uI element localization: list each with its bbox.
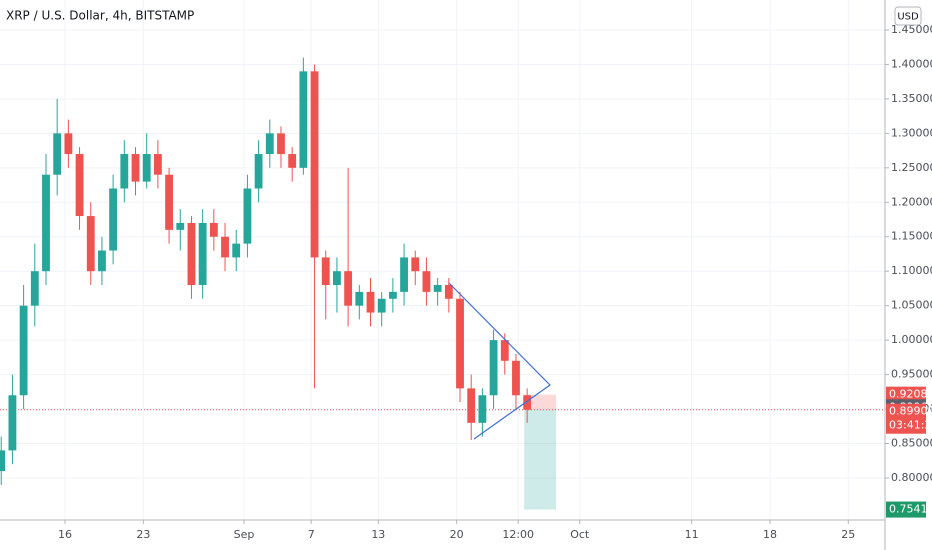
candle-body <box>388 291 397 299</box>
candle-body <box>321 257 330 285</box>
candle-body <box>19 305 28 396</box>
triangle-drawing <box>448 282 551 440</box>
price-tag-label: 0.92086 <box>889 388 932 401</box>
candle-body <box>288 154 297 168</box>
currency: USD <box>897 12 919 23</box>
candle-body <box>411 257 420 272</box>
x-tick-label: 12:00 <box>502 528 534 541</box>
candle-body <box>377 298 386 313</box>
x-tick-label: 7 <box>308 528 315 541</box>
candle-body <box>187 222 196 285</box>
candle-body <box>198 222 207 285</box>
candle-body <box>333 271 341 285</box>
candle-body <box>176 222 185 230</box>
price-tag-label: 0.89900 <box>889 405 932 418</box>
price-tag-label: 0.75414 <box>889 503 932 516</box>
candle-body <box>422 271 431 292</box>
x-tick-label: 23 <box>136 528 150 541</box>
candle-body <box>209 222 218 237</box>
y-tick-label: 0.85000 <box>891 436 932 449</box>
y-tick-label: 1.30000 <box>891 126 932 139</box>
stop-zone <box>524 394 557 410</box>
candle-body <box>299 71 308 168</box>
y-tick-label: 1.05000 <box>891 299 932 312</box>
chart-title: XRP / U.S. Dollar, 4h, BITSTAMP <box>6 9 194 23</box>
y-tick-label: 1.20000 <box>891 195 932 208</box>
x-tick-label: Oct <box>570 528 590 541</box>
candle-body <box>489 340 498 396</box>
candle-body <box>277 133 285 155</box>
y-tick-label: 1.40000 <box>891 57 932 70</box>
candle-body <box>366 291 375 313</box>
x-tick-label: 18 <box>763 528 777 541</box>
currency-box[interactable] <box>894 6 922 26</box>
x-tick-label: 25 <box>841 528 855 541</box>
x-tick-label: 13 <box>371 528 385 541</box>
candle-body <box>254 154 263 189</box>
x-tick-label: Sep <box>234 528 255 541</box>
candle-body <box>400 257 408 292</box>
target-zone <box>524 409 557 510</box>
candle-body <box>42 174 50 272</box>
y-tick-label: 1.25000 <box>891 161 932 174</box>
candle-body <box>109 188 118 251</box>
countdown: 03:41:21 <box>889 419 932 432</box>
y-tick-label: 1.35000 <box>891 92 932 105</box>
x-tick-label: 11 <box>685 528 699 541</box>
candle-body <box>64 133 73 155</box>
x-tick-label: 16 <box>58 528 72 541</box>
candle-body <box>165 174 173 230</box>
candle-body <box>456 298 464 389</box>
candle-body <box>444 284 453 299</box>
candle-body <box>8 395 17 451</box>
y-tick-label: 1.15000 <box>891 230 932 243</box>
candle-body <box>500 340 509 361</box>
candle-body <box>355 291 364 306</box>
candle-body <box>265 133 274 155</box>
candle-body <box>433 284 442 292</box>
candle-body <box>512 360 520 396</box>
candle-body <box>131 154 140 182</box>
candle-body <box>478 395 487 423</box>
candle-body <box>0 450 6 472</box>
candle-body <box>86 216 95 272</box>
candle-body <box>120 154 129 189</box>
x-tick-label: 20 <box>450 528 464 541</box>
candle-body <box>232 243 241 258</box>
candle-body <box>344 271 353 306</box>
price-tag <box>886 403 926 434</box>
price-tag <box>886 501 926 518</box>
candle-body <box>243 188 252 244</box>
y-tick-label: 0.95000 <box>891 368 932 381</box>
y-tick-label: 1.00000 <box>891 333 932 346</box>
candle-body <box>221 236 229 258</box>
candle-body <box>98 250 106 272</box>
y-tick-label: 1.45000 <box>891 23 932 36</box>
y-tick-label: 1.10000 <box>891 264 932 277</box>
candle-body <box>142 154 151 182</box>
candle-body <box>310 71 319 258</box>
candle-body <box>467 388 476 423</box>
candle-body <box>53 133 62 175</box>
price-tag <box>886 386 926 403</box>
candle-body <box>523 395 532 410</box>
candle-body <box>30 271 39 306</box>
y-tick-label: 0.80000 <box>891 471 932 484</box>
candle-body <box>153 154 162 175</box>
candle-body <box>75 154 84 217</box>
